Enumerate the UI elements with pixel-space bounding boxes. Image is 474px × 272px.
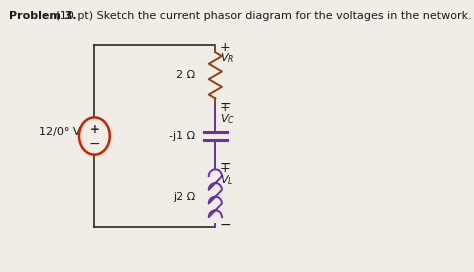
- Text: -j1 Ω: -j1 Ω: [169, 131, 195, 141]
- Text: +: +: [220, 41, 230, 54]
- Text: $V_L$: $V_L$: [220, 173, 233, 187]
- Text: −: −: [220, 157, 231, 171]
- Text: 12/0° V: 12/0° V: [39, 126, 80, 137]
- Text: −: −: [220, 97, 231, 110]
- Text: (10 pt) Sketch the current phasor diagram for the voltages in the network.: (10 pt) Sketch the current phasor diagra…: [52, 11, 472, 21]
- Text: −: −: [220, 218, 231, 232]
- Text: Problem 3.: Problem 3.: [9, 11, 77, 21]
- Text: j2 Ω: j2 Ω: [173, 192, 195, 202]
- Text: +: +: [90, 123, 100, 136]
- Text: $V_R$: $V_R$: [220, 51, 234, 65]
- Text: 2 Ω: 2 Ω: [176, 70, 195, 80]
- Text: −: −: [89, 137, 100, 151]
- Text: $V_C$: $V_C$: [220, 112, 235, 126]
- Text: +: +: [220, 162, 230, 175]
- Text: +: +: [220, 101, 230, 114]
